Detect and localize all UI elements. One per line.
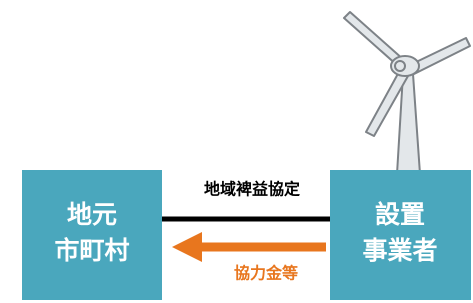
node-label: 地元 xyxy=(67,200,117,229)
node-box xyxy=(330,170,471,300)
node-label: 市町村 xyxy=(54,236,129,265)
blade xyxy=(412,38,470,74)
node-label: 事業者 xyxy=(362,236,437,265)
wind-turbine xyxy=(344,12,470,174)
page: 地元 市町村 設置 事業者 地域裨益協定 協力金等 (() => { const… xyxy=(0,0,473,303)
diagram: 地元 市町村 設置 事業者 地域裨益協定 協力金等 xyxy=(0,0,473,303)
edge-label: 協力金等 xyxy=(234,264,298,283)
edge-label: 地域裨益協定 xyxy=(204,180,300,199)
node-box xyxy=(22,170,162,300)
arrow-head xyxy=(172,232,202,262)
hub xyxy=(395,61,405,71)
node-label: 設置 xyxy=(375,200,425,229)
